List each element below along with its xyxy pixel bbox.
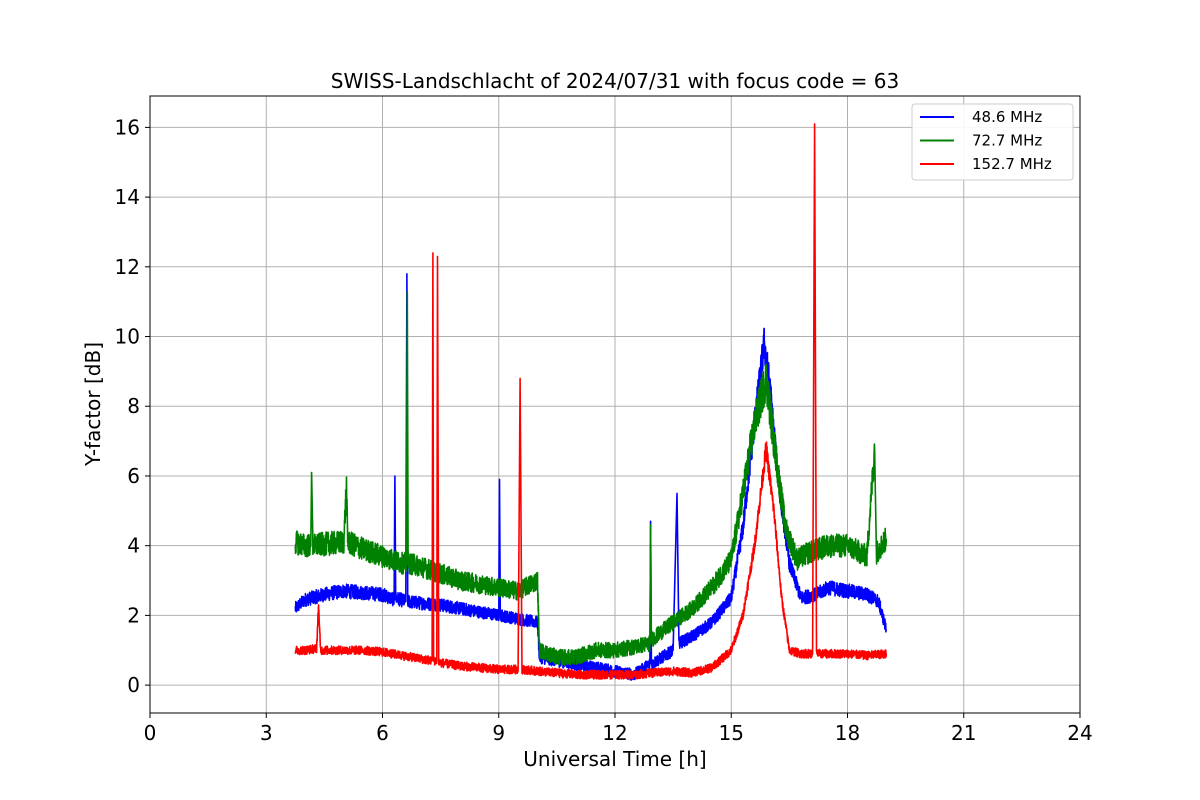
- y-tick-label: 6: [127, 464, 140, 488]
- y-tick-label: 2: [127, 603, 140, 627]
- legend-label: 72.7 MHz: [972, 132, 1042, 150]
- legend: 48.6 MHz 72.7 MHz 152.7 MHz: [911, 103, 1074, 181]
- x-tick-label: 18: [835, 721, 860, 745]
- legend-box: [911, 103, 1074, 181]
- series-line: [294, 123, 888, 680]
- y-tick-label: 16: [115, 115, 140, 139]
- series-layer: [294, 123, 888, 681]
- y-tick-label: 0: [127, 673, 140, 697]
- y-tick-label: 4: [127, 534, 140, 558]
- x-tick-label: 12: [602, 721, 627, 745]
- y-tick-label: 12: [115, 255, 140, 279]
- y-tick-label: 10: [115, 325, 140, 349]
- x-tick-label: 21: [951, 721, 976, 745]
- x-tick-label: 9: [492, 721, 505, 745]
- x-tick-label: 15: [719, 721, 744, 745]
- chart-title: SWISS-Landschlacht of 2024/07/31 with fo…: [331, 69, 899, 93]
- y-axis-label: Y-factor [dB]: [81, 342, 105, 467]
- x-tick-label: 0: [144, 721, 157, 745]
- series-line: [294, 290, 888, 666]
- legend-label: 152.7 MHz: [972, 155, 1052, 173]
- legend-label: 48.6 MHz: [972, 108, 1042, 126]
- x-tick-label: 24: [1067, 721, 1092, 745]
- x-tick-label: 6: [376, 721, 389, 745]
- y-tick-label: 14: [115, 185, 140, 209]
- x-axis-label: Universal Time [h]: [523, 747, 706, 771]
- x-tick-label: 3: [260, 721, 273, 745]
- y-tick-label: 8: [127, 394, 140, 418]
